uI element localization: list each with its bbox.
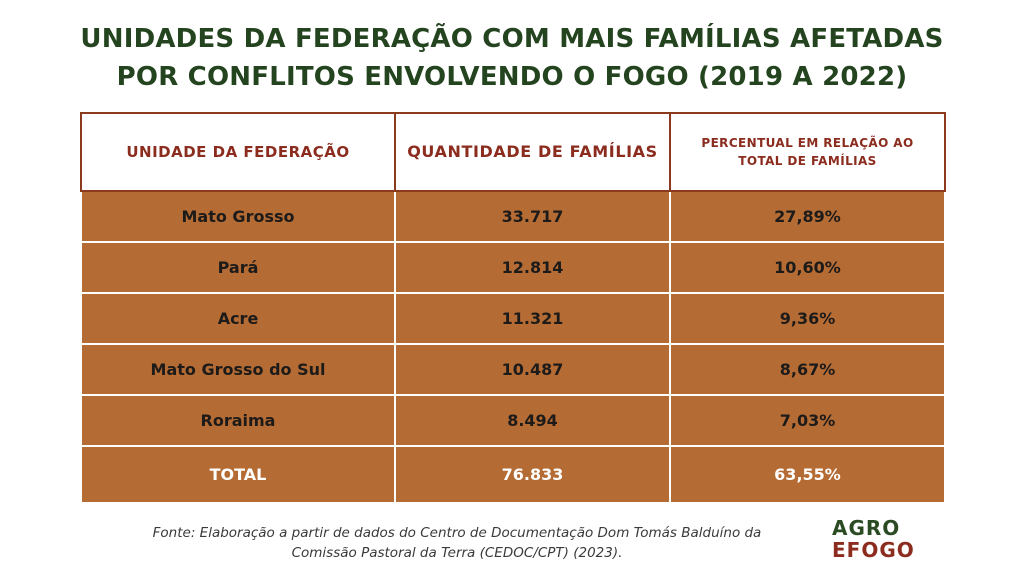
cell-percent: 10,60% [669,241,946,294]
agro-e-fogo-logo: AGRO EFOGO [832,517,916,567]
header-quantidade: QUANTIDADE DE FAMÍLIAS [394,112,671,192]
cell-families: 33.717 [394,190,671,243]
cell-families: 10.487 [394,343,671,396]
cell-state: Roraima [80,394,396,447]
cell-state: Acre [80,292,396,345]
cell-state: Pará [80,241,396,294]
cell-state: Mato Grosso do Sul [80,343,396,396]
cell-families: 11.321 [394,292,671,345]
source-line-1: Fonte: Elaboração a partir de dados do C… [152,525,762,541]
header-percentual: PERCENTUAL EM RELAÇÃO AO TOTAL DE FAMÍLI… [669,112,946,192]
cell-percent: 27,89% [669,190,946,243]
data-table: UNIDADE DA FEDERAÇÃO QUANTIDADE DE FAMÍL… [80,112,946,504]
page-title: UNIDADES DA FEDERAÇÃO COM MAIS FAMÍLIAS … [0,20,1024,96]
total-percent: 63,55% [669,445,946,504]
table-row: Roraima 8.494 7,03% [80,394,946,447]
table-row: Mato Grosso do Sul 10.487 8,67% [80,343,946,396]
title-line-1: UNIDADES DA FEDERAÇÃO COM MAIS FAMÍLIAS … [80,24,944,54]
cell-percent: 8,67% [669,343,946,396]
table-row: Acre 11.321 9,36% [80,292,946,345]
source-note: Fonte: Elaboração a partir de dados do C… [100,523,814,563]
table-header-row: UNIDADE DA FEDERAÇÃO QUANTIDADE DE FAMÍL… [80,112,946,192]
cell-state: Mato Grosso [80,190,396,243]
table-total-row: TOTAL 76.833 63,55% [80,445,946,504]
header-unidade: UNIDADE DA FEDERAÇÃO [80,112,396,192]
table-row: Mato Grosso 33.717 27,89% [80,190,946,243]
total-label: TOTAL [80,445,396,504]
cell-families: 12.814 [394,241,671,294]
logo-word-agro: AGRO [832,516,901,540]
title-line-2: POR CONFLITOS ENVOLVENDO O FOGO (2019 A … [116,62,908,92]
table-row: Pará 12.814 10,60% [80,241,946,294]
cell-percent: 7,03% [669,394,946,447]
source-line-2: Comissão Pastoral da Terra (CEDOC/CPT) (… [291,545,623,561]
cell-percent: 9,36% [669,292,946,345]
cell-families: 8.494 [394,394,671,447]
logo-word-efogo: EFOGO [832,538,915,562]
total-families: 76.833 [394,445,671,504]
